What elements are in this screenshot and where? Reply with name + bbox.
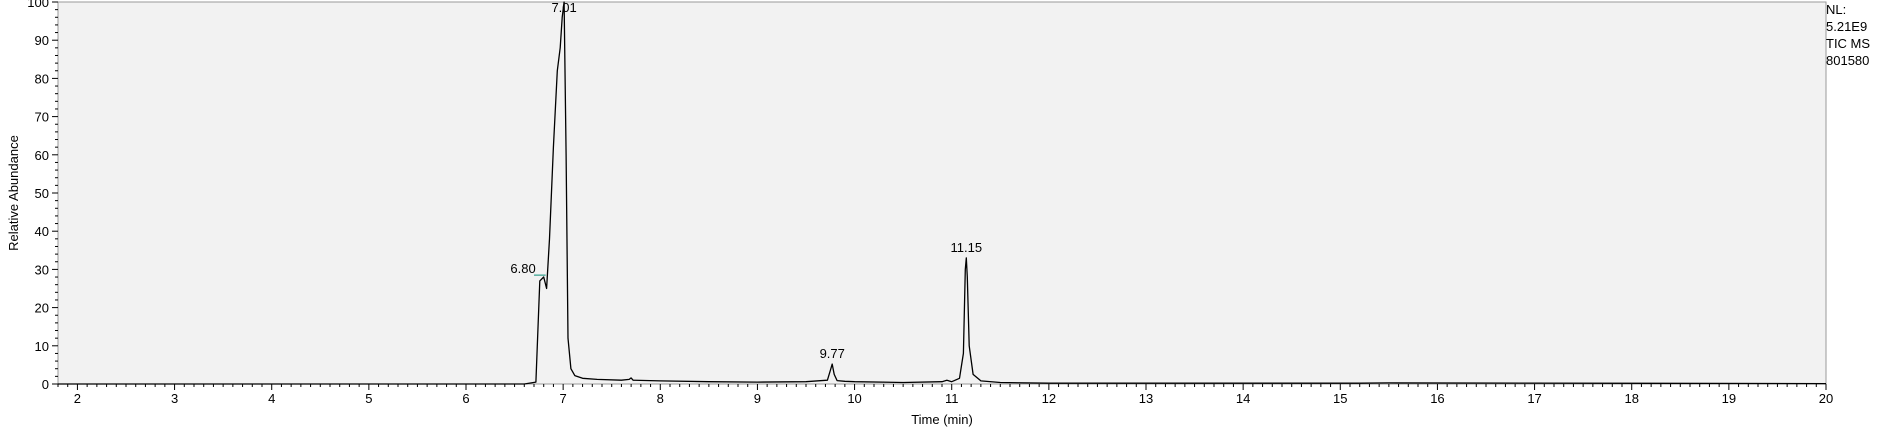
nl-value: 5.21E9 — [1826, 19, 1868, 34]
y-tick-label: 50 — [35, 186, 49, 201]
y-tick-label: 20 — [35, 301, 49, 316]
y-tick-label: 0 — [42, 377, 49, 392]
x-tick-label: 3 — [171, 391, 178, 406]
nl-label: NL: — [1826, 2, 1847, 17]
x-tick-label: 18 — [1624, 391, 1638, 406]
peak-label: 6.80 — [510, 261, 535, 276]
y-tick-label: 80 — [35, 71, 49, 86]
x-tick-label: 13 — [1139, 391, 1153, 406]
x-axis-label: Time (min) — [911, 412, 973, 427]
y-tick-label: 70 — [35, 110, 49, 125]
x-tick-label: 7 — [560, 391, 567, 406]
x-tick-label: 9 — [754, 391, 761, 406]
x-tick-label: 20 — [1819, 391, 1833, 406]
peak-label: 7.01 — [551, 0, 576, 15]
y-tick-label: 40 — [35, 224, 49, 239]
x-tick-label: 4 — [268, 391, 275, 406]
x-tick-label: 16 — [1430, 391, 1444, 406]
x-tick-label: 6 — [462, 391, 469, 406]
y-tick-label: 100 — [27, 0, 49, 10]
x-tick-label: 12 — [1042, 391, 1056, 406]
x-tick-label: 15 — [1333, 391, 1347, 406]
x-tick-label: 10 — [847, 391, 861, 406]
peak-label: 9.77 — [820, 346, 845, 361]
peak-label: 11.15 — [950, 240, 982, 255]
plot-area — [57, 1, 1827, 385]
y-tick-label: 30 — [35, 262, 49, 277]
x-tick-label: 11 — [945, 391, 959, 406]
x-tick-label: 8 — [657, 391, 664, 406]
x-tick-label: 19 — [1722, 391, 1736, 406]
y-tick-label: 10 — [35, 339, 49, 354]
x-tick-label: 2 — [74, 391, 81, 406]
tic-trace-line — [58, 1, 1827, 385]
y-tick-label: 90 — [35, 33, 49, 48]
x-tick-label: 5 — [365, 391, 372, 406]
y-tick-label: 60 — [35, 148, 49, 163]
scan-filter-label: TIC MS — [1826, 36, 1871, 51]
x-tick-label: 14 — [1236, 391, 1250, 406]
file-id-label: 801580 — [1826, 53, 1870, 68]
y-axis-label: Relative Abundance — [6, 135, 21, 251]
x-tick-label: 17 — [1527, 391, 1541, 406]
